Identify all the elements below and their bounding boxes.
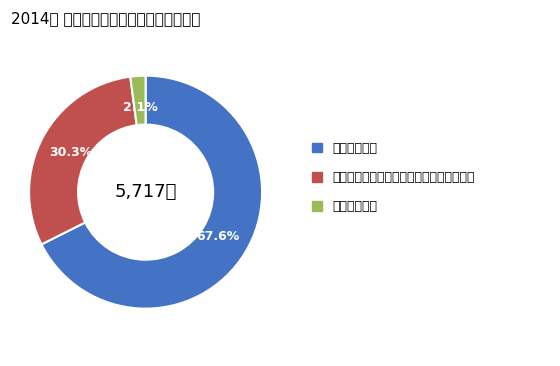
Text: 67.6%: 67.6% (197, 230, 240, 243)
Text: 5,717人: 5,717人 (114, 183, 177, 201)
Text: 2.1%: 2.1% (123, 101, 157, 114)
Text: 2014年 機械器具小売業の従業者数の内訳: 2014年 機械器具小売業の従業者数の内訳 (11, 11, 200, 26)
Wedge shape (29, 77, 137, 244)
Wedge shape (130, 76, 146, 125)
Text: 30.3%: 30.3% (49, 146, 92, 159)
Wedge shape (41, 76, 262, 309)
Legend: 自動車小売業, 機械器具小売業〈自動車，自転車を除く〉, 自転車小売業: 自動車小売業, 機械器具小売業〈自動車，自転車を除く〉, 自転車小売業 (312, 142, 474, 213)
